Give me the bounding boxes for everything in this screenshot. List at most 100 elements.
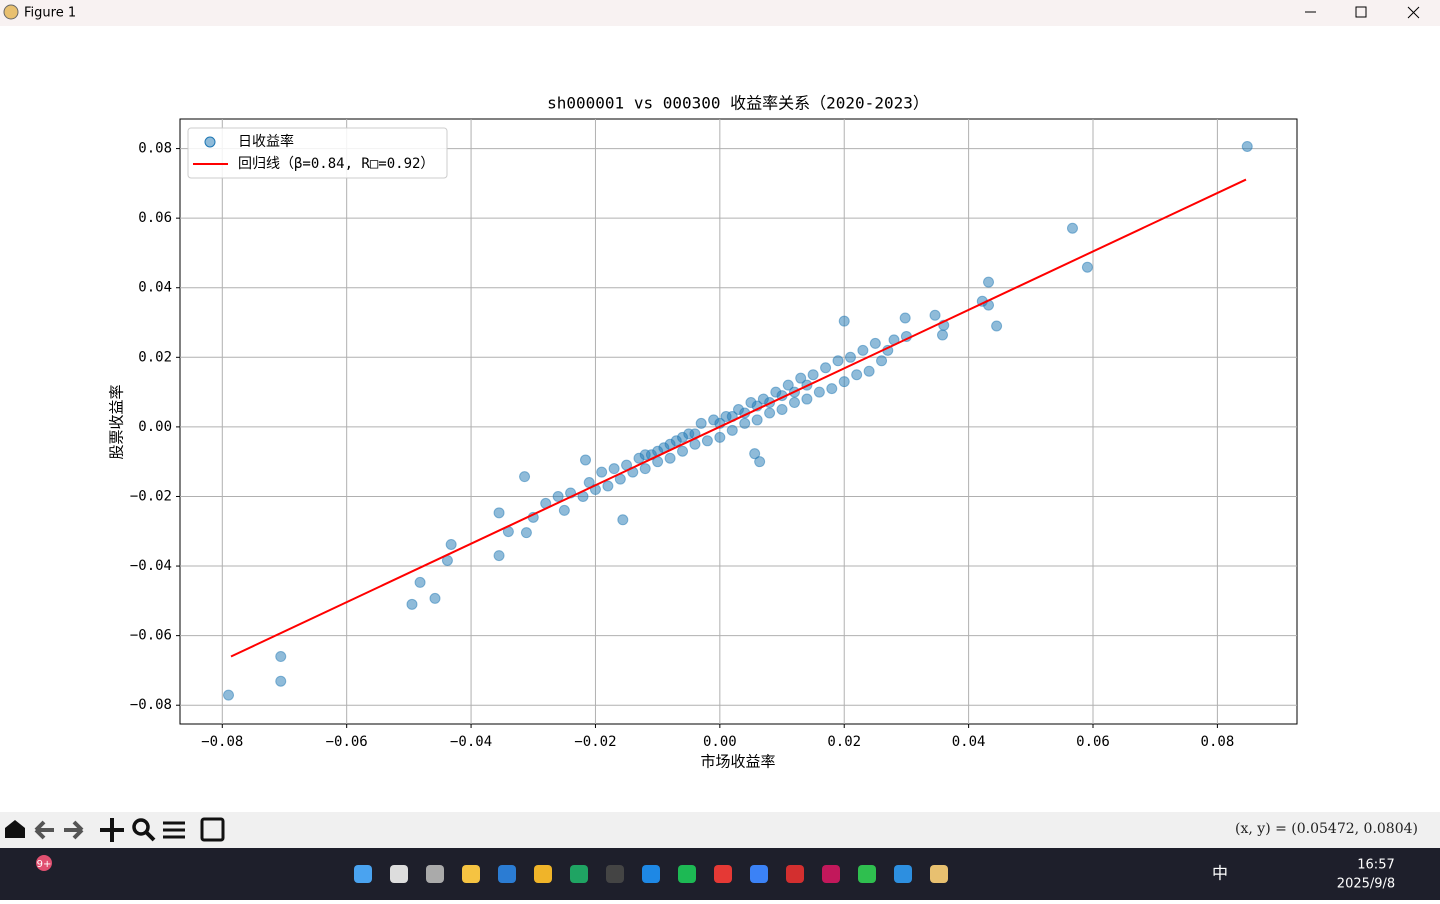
scatter-point [414,576,426,588]
save-button[interactable] [200,817,225,842]
scatter-point [838,315,850,327]
taskbar-app[interactable] [714,865,732,883]
plot-area: −0.08 −0.06 −0.04 −0.02 0.00 0.02 0.04 0.06 0.08… [130,119,1297,750]
scatter-point [820,362,832,374]
scatter-point [863,365,875,377]
taskbar-app[interactable] [750,865,768,883]
scatter-point [899,312,911,324]
taskbar-app[interactable] [498,865,516,883]
home-button[interactable] [5,820,25,838]
x-tick-label: 0.06 [1076,734,1110,750]
toolbar [0,812,1440,848]
taskbar-app[interactable] [642,865,660,883]
scatter-point [701,435,713,447]
scatter-point [838,376,850,388]
scatter-point [983,276,995,288]
scatter-point [807,369,819,381]
axes-frame [179,118,1298,725]
scatter-point [493,507,505,519]
scatter-point [223,689,235,701]
zoom-handle [144,830,156,842]
regression-line [230,178,1247,658]
legend-marker [204,136,216,148]
chart-title: sh000001 vs 000300 收益率关系（2020-2023） [547,94,929,113]
scatter-point [552,490,564,502]
y-tick-label: 0.00 [138,419,172,435]
x-axis-label: 市场收益率 [700,753,775,771]
scatter-point [782,379,794,391]
taskbar-app[interactable] [858,865,876,883]
scatter-point [749,448,761,460]
pan-button[interactable] [100,818,124,842]
notification-badge [36,855,52,871]
scatter-point [445,538,457,550]
scatter-point [788,397,800,409]
ime-indicator[interactable]: 中 [1212,864,1228,883]
taskbar-app[interactable] [678,865,696,883]
clock-time[interactable]: 16:57 [1357,858,1394,873]
forward-button[interactable] [64,820,84,840]
maximize-button[interactable] [1355,6,1367,18]
scatter-point [776,403,788,415]
scatter-point [851,369,863,381]
scatter-point [429,592,441,604]
taskbar-app[interactable] [570,865,588,883]
scatter-point [406,598,418,610]
scatter-point [580,454,592,466]
taskbar-apps [354,865,948,883]
scatter-point [275,651,287,663]
taskbar-app[interactable] [786,865,804,883]
y-tick-label: −0.02 [130,488,172,504]
scatter-point [801,393,813,405]
scatter-point [677,445,689,457]
legend-label: 日收益率 [238,133,294,150]
scatter-point [695,417,707,429]
back-button[interactable] [34,820,54,840]
scatter-point [596,466,608,478]
scatter-point [558,504,570,516]
zoom-button[interactable] [132,818,150,836]
scatter-point [857,344,869,356]
scatter-point [936,329,948,341]
scatter-point [991,320,1003,332]
y-tick-label: −0.04 [130,558,172,574]
taskbar-app[interactable] [390,865,408,883]
taskbar-app[interactable] [894,865,912,883]
taskbar-app[interactable] [354,865,372,883]
badge-text: 9+ [37,859,52,870]
y-tick-label: 0.06 [138,210,172,226]
legend-label: 回归线（β=0.84, R□=0.92） [238,155,434,172]
x-tick-label: 0.04 [952,734,986,750]
scatter-point [714,431,726,443]
taskbar-app[interactable] [534,865,552,883]
scatter-point [617,514,629,526]
scatter-point [844,351,856,363]
scatter-point [275,675,287,687]
scatter-point [677,431,689,443]
clock-date[interactable]: 2025/9/8 [1337,877,1395,892]
scatter-point [493,550,505,562]
y-tick-label: −0.06 [130,628,172,644]
configure-button[interactable] [163,821,185,839]
app-icon [3,4,19,20]
scatter-point [1241,140,1253,152]
scatter-point [929,309,941,321]
scatter-point [608,463,620,475]
taskbar-app[interactable] [426,865,444,883]
scatter-point [520,527,532,539]
taskbar-app[interactable] [606,865,624,883]
taskbar-app[interactable] [462,865,480,883]
scatter-point [754,456,766,468]
scatter-point [832,355,844,367]
scatter-point [602,480,614,492]
scatter-point [795,372,807,384]
scatter-point [739,417,751,429]
legend [187,127,448,179]
close-button[interactable] [1407,6,1420,19]
scatter-point [1066,222,1078,234]
scatter-point [664,452,676,464]
taskbar-app[interactable] [822,865,840,883]
taskbar-app[interactable] [930,865,948,883]
